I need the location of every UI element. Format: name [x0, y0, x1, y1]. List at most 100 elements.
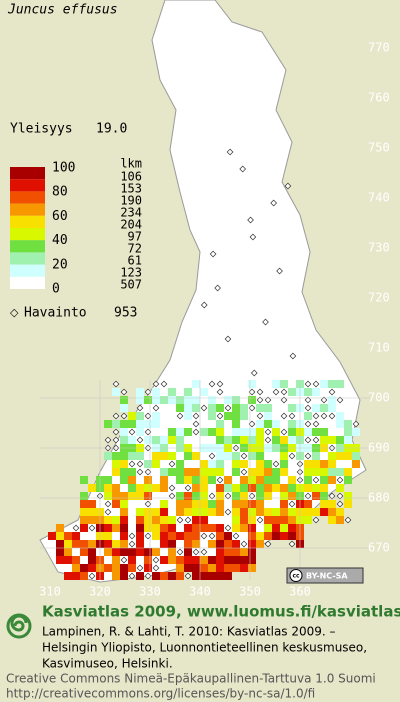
grid-cell	[304, 412, 312, 420]
grid-cell	[208, 468, 216, 476]
grid-cell	[344, 452, 352, 460]
observation-marker	[144, 572, 152, 580]
observation-marker	[144, 428, 152, 436]
grid-cell	[112, 548, 120, 556]
grid-cell	[328, 452, 336, 460]
grid-cell	[232, 396, 240, 404]
observation-marker	[288, 540, 296, 548]
grid-cell	[320, 428, 328, 436]
legend-swatch	[10, 167, 45, 180]
x-label: 340	[189, 585, 211, 599]
grid-cell	[224, 556, 232, 564]
grid-cell	[344, 428, 352, 436]
grid-cell	[304, 460, 312, 468]
observation-marker	[320, 396, 328, 404]
grid-cell	[128, 548, 136, 556]
grid-cell	[200, 476, 208, 484]
observation-marker	[264, 396, 272, 404]
observation-marker	[176, 412, 184, 420]
grid-cell	[168, 556, 176, 564]
grid-cell	[288, 524, 296, 532]
grid-cell	[216, 556, 224, 564]
observation-marker	[112, 428, 120, 436]
grid-cell	[280, 524, 288, 532]
grid-cell	[272, 516, 280, 524]
observation-marker	[112, 380, 120, 388]
grid-cell	[160, 452, 168, 460]
observation-marker	[168, 484, 176, 492]
grid-cell	[120, 548, 128, 556]
grid-cell	[232, 564, 240, 572]
observation-marker	[176, 548, 184, 556]
grid-cell	[248, 476, 256, 484]
grid-cell	[312, 404, 320, 412]
observation-marker	[216, 388, 224, 396]
grid-cell	[304, 484, 312, 492]
grid-cell	[240, 508, 248, 516]
observation-marker	[256, 412, 264, 420]
grid-cell	[120, 532, 128, 540]
grid-cell	[208, 412, 216, 420]
grid-cell	[192, 516, 200, 524]
grid-cell	[264, 484, 272, 492]
observation-marker	[152, 380, 160, 388]
grid-cell	[248, 564, 256, 572]
grid-cell	[184, 540, 192, 548]
observation-marker	[104, 436, 112, 444]
grid-cell	[184, 476, 192, 484]
observation-marker	[312, 412, 320, 420]
grid-cell	[232, 556, 240, 564]
grid-cell	[64, 532, 72, 540]
grid-cell	[208, 564, 216, 572]
grid-cell	[128, 484, 136, 492]
grid-cell	[256, 508, 264, 516]
observation-marker	[264, 540, 272, 548]
grid-cell	[336, 452, 344, 460]
grid-cell	[152, 412, 160, 420]
grid-cell	[176, 404, 184, 412]
grid-cell	[256, 484, 264, 492]
grid-cell	[192, 452, 200, 460]
x-label: 320	[89, 585, 111, 599]
grid-cell	[104, 548, 112, 556]
grid-cell	[264, 524, 272, 532]
grid-cell	[256, 428, 264, 436]
observation-marker	[104, 508, 112, 516]
grid-cell	[104, 516, 112, 524]
x-label: 360	[289, 585, 311, 599]
observation-marker	[144, 500, 152, 508]
observation-marker	[272, 388, 280, 396]
grid-cell	[120, 564, 128, 572]
observation-marker	[192, 412, 200, 420]
grid-cell	[232, 468, 240, 476]
grid-cell	[232, 428, 240, 436]
grid-cell	[112, 468, 120, 476]
citation-line: Lampinen, R. & Lahti, T. 2010: Kasviatla…	[42, 625, 336, 639]
grid-cell	[120, 540, 128, 548]
observation-marker	[200, 532, 208, 540]
grid-cell	[200, 492, 208, 500]
observation-marker	[128, 572, 136, 580]
grid-cell	[272, 476, 280, 484]
grid-cell	[128, 420, 136, 428]
grid-cell	[320, 500, 328, 508]
grid-cell	[224, 572, 232, 580]
observation-marker	[128, 532, 136, 540]
observation-marker	[247, 216, 254, 224]
frequency-value: 19.0	[96, 122, 127, 137]
grid-cell	[248, 484, 256, 492]
grid-cell	[144, 516, 152, 524]
grid-cell	[288, 476, 296, 484]
y-label: 720	[368, 291, 390, 305]
grid-cell	[136, 540, 144, 548]
grid-cell	[320, 404, 328, 412]
grid-cell	[336, 380, 344, 388]
grid-cell	[176, 436, 184, 444]
grid-cell	[128, 492, 136, 500]
grid-cell	[120, 572, 128, 580]
grid-cell	[328, 508, 336, 516]
observation-marker	[200, 548, 208, 556]
observation-marker	[128, 428, 136, 436]
grid-cell	[88, 540, 96, 548]
grid-cell	[144, 396, 152, 404]
